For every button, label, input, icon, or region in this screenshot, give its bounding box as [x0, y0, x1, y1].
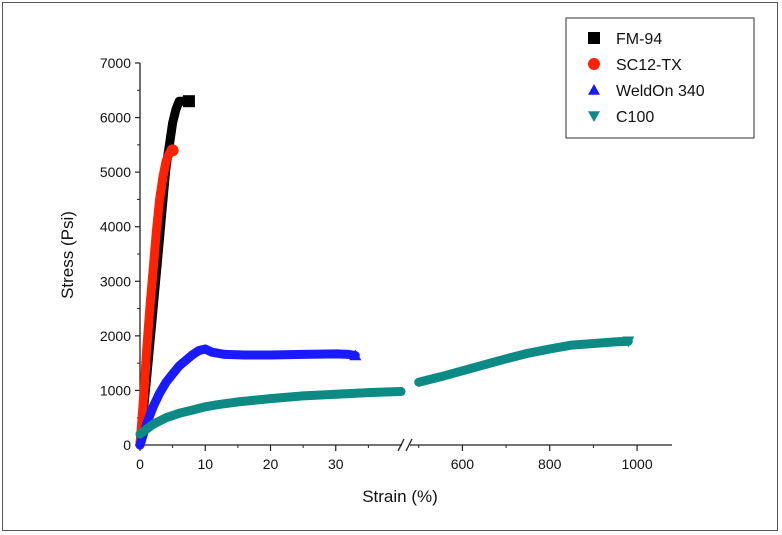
data-point-c100: [399, 390, 403, 394]
data-point-weldon-340: [190, 353, 194, 357]
data-point-sc12-tx: [151, 268, 155, 272]
data-point-sc12-tx: [148, 307, 152, 311]
data-point-weldon-340: [171, 372, 175, 376]
data-point-weldon-340: [138, 443, 142, 447]
y-tick-label: 7000: [100, 55, 131, 71]
data-point-c100: [439, 375, 443, 379]
y-tick-label: 0: [123, 437, 131, 453]
data-point-weldon-340: [184, 358, 188, 362]
x-tick-label: 30: [328, 456, 344, 472]
x-tick-label: 800: [538, 456, 562, 472]
legend-marker-weldon-340: [588, 84, 600, 95]
legend-label-sc12-tx: SC12-TX: [616, 57, 682, 74]
data-point-c100: [460, 369, 464, 373]
data-point-c100: [504, 357, 508, 361]
data-point-fm-94: [174, 107, 178, 111]
data-point-weldon-340: [197, 349, 201, 353]
y-tick-label: 1000: [100, 382, 131, 398]
data-point-sc12-tx: [158, 197, 162, 201]
data-point-c100: [482, 363, 486, 367]
data-point-c100: [591, 341, 595, 345]
y-tick-label: 2000: [100, 328, 131, 344]
y-tick-label: 3000: [100, 273, 131, 289]
data-point-fm-94: [177, 99, 181, 103]
series-end-marker-c100: [622, 336, 635, 348]
series-end-marker-weldon-340: [349, 349, 362, 361]
legend-label-c100: C100: [616, 109, 654, 126]
legend-marker-sc12-tx: [588, 58, 600, 70]
data-point-weldon-340: [301, 352, 305, 356]
data-point-c100: [548, 347, 552, 351]
data-point-c100: [203, 405, 207, 409]
data-point-c100: [236, 400, 240, 404]
data-point-c100: [334, 392, 338, 396]
data-point-c100: [366, 391, 370, 395]
data-point-weldon-340: [177, 364, 181, 368]
legend-label-fm-94: FM-94: [616, 31, 662, 48]
data-point-c100: [177, 411, 181, 415]
data-point-c100: [138, 432, 142, 436]
y-tick-label: 5000: [100, 164, 131, 180]
series-layer: [135, 95, 635, 450]
data-point-sc12-tx: [161, 176, 165, 180]
data-point-c100: [190, 408, 194, 412]
data-point-c100: [526, 351, 530, 355]
x-tick-label: 1000: [621, 456, 652, 472]
data-point-c100: [164, 416, 168, 420]
y-tick-label: 4000: [100, 219, 131, 235]
legend-label-weldon-340: WeldOn 340: [616, 83, 705, 100]
legend-marker-fm-94: [588, 32, 600, 44]
data-point-c100: [301, 394, 305, 398]
data-point-sc12-tx: [141, 399, 145, 403]
data-point-sc12-tx: [154, 230, 158, 234]
data-point-c100: [216, 403, 220, 407]
data-point-c100: [570, 343, 574, 347]
x-tick-label: 10: [197, 456, 213, 472]
series-end-marker-sc12-tx: [166, 144, 179, 157]
axis-break-mark: [405, 438, 413, 452]
data-point-weldon-340: [203, 347, 207, 351]
data-point-c100: [613, 340, 617, 344]
y-axis-title: Stress (Psi): [58, 211, 77, 299]
data-point-weldon-340: [242, 353, 246, 357]
data-point-weldon-340: [164, 380, 168, 384]
x-tick-label: 20: [263, 456, 279, 472]
x-tick-label: 600: [451, 456, 475, 472]
data-point-weldon-340: [223, 352, 227, 356]
data-point-fm-94: [171, 121, 175, 125]
legend: FM-94 SC12-TX WeldOn 340 C100: [565, 17, 755, 139]
data-point-weldon-340: [210, 350, 214, 354]
axes: 0 1000 2000 3000 4000 5000 6000 7000 0 10 20 30 600 8…: [100, 55, 672, 472]
data-point-c100: [417, 380, 421, 384]
data-point-weldon-340: [347, 352, 351, 356]
data-point-c100: [151, 422, 155, 426]
x-axis-title: Strain (%): [362, 487, 438, 506]
data-point-weldon-340: [334, 352, 338, 356]
y-tick-label: 6000: [100, 110, 131, 126]
legend-marker-c100: [588, 111, 600, 122]
data-point-sc12-tx: [145, 350, 149, 354]
series-end-marker-fm-94: [182, 95, 195, 108]
data-point-weldon-340: [151, 405, 155, 409]
data-point-c100: [269, 397, 272, 401]
axis-break-mark: [397, 438, 405, 452]
data-point-sc12-tx: [164, 159, 168, 163]
x-tick-label: 0: [136, 456, 144, 472]
data-point-weldon-340: [269, 353, 272, 357]
data-point-weldon-340: [158, 391, 162, 395]
